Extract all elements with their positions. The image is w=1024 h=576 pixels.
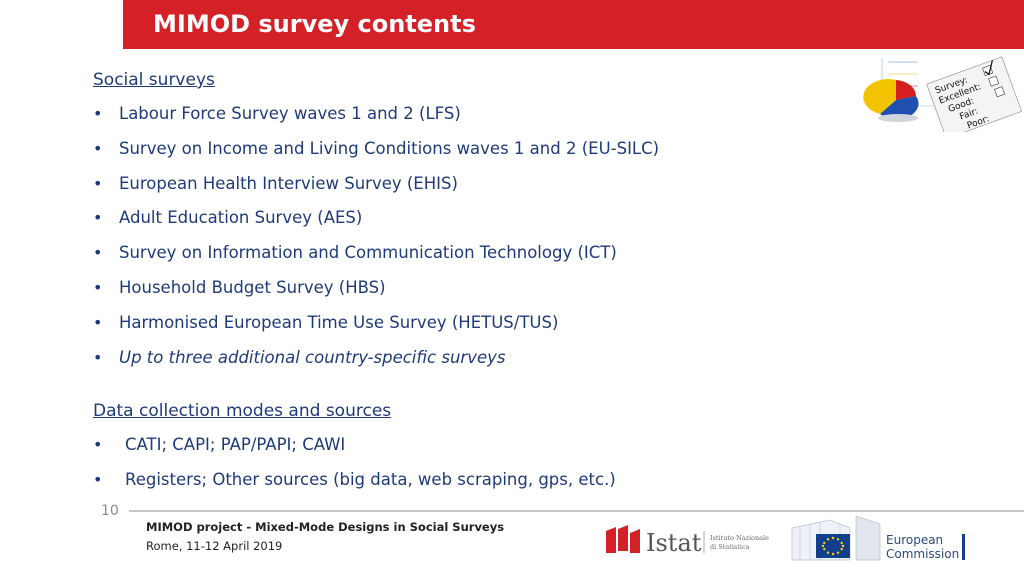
list-item: • Survey on Information and Communication…: [93, 236, 793, 271]
list-item: • CATI; CAPI; PAP/PAPI; CAWI: [93, 428, 793, 463]
eu-flag-icon: [816, 534, 850, 558]
section-heading-data-collection: Data collection modes and sources: [93, 401, 392, 421]
bullet-icon: •: [93, 469, 103, 489]
bullet-icon: •: [93, 347, 103, 367]
footer-project-title: MIMOD project - Mixed-Mode Designs in So…: [146, 520, 505, 534]
istat-subtitle-2: di Statistica: [710, 543, 750, 551]
list-item: • Registers; Other sources (big data, web…: [93, 463, 793, 498]
list-item: • Household Budget Survey (HBS): [93, 271, 793, 306]
survey-illustration: Survey: Excellent: Good: Fair: Poor:: [863, 56, 1023, 132]
pie-chart-icon: [863, 58, 952, 122]
istat-wordmark: Istat: [646, 529, 702, 557]
list-item: • European Health Interview Survey (EHIS): [93, 167, 793, 202]
page-number: 10: [101, 503, 119, 519]
list-item: • Harmonised European Time Use Survey (HE…: [93, 306, 793, 341]
ec-wordmark-line-2: Commission: [886, 547, 959, 561]
list-item: • Survey on Income and Living Conditions …: [93, 132, 793, 167]
istat-mark-icon: [606, 525, 640, 553]
bullet-icon: •: [93, 243, 103, 263]
ec-wordmark-line-1: European: [886, 533, 943, 547]
slide-title: MIMOD survey contents: [153, 10, 476, 38]
bullet-icon: •: [93, 208, 103, 228]
title-bar: MIMOD survey contents: [123, 0, 1024, 49]
bullet-icon: •: [93, 435, 103, 454]
istat-subtitle-1: Istituto Nazionale: [710, 534, 769, 542]
bullet-icon: •: [93, 104, 103, 123]
data-collection-list: • CATI; CAPI; PAP/PAPI; CAWI • Registers; …: [93, 428, 793, 498]
list-item: • Adult Education Survey (AES): [93, 201, 793, 236]
list-item: • Labour Force Survey waves 1 and 2 (LFS): [93, 97, 793, 132]
footer-date: Rome, 11-12 April 2019: [146, 539, 283, 553]
social-surveys-list: • Labour Force Survey waves 1 and 2 (LFS)…: [93, 97, 793, 375]
istat-logo: Istat Istituto Nazionale di Statistica: [606, 525, 769, 557]
section-heading-social-surveys: Social surveys: [93, 70, 215, 90]
bullet-icon: •: [93, 138, 103, 158]
survey-form-icon: Survey: Excellent: Good: Fair: Poor:: [926, 56, 1023, 132]
bullet-icon: •: [93, 173, 103, 193]
footer-divider: [129, 510, 1024, 512]
bullet-icon: •: [93, 312, 103, 332]
european-commission-logo: European Commission: [791, 515, 965, 561]
bullet-icon: •: [93, 277, 103, 297]
list-item: • Up to three additional country-specific…: [93, 341, 793, 376]
